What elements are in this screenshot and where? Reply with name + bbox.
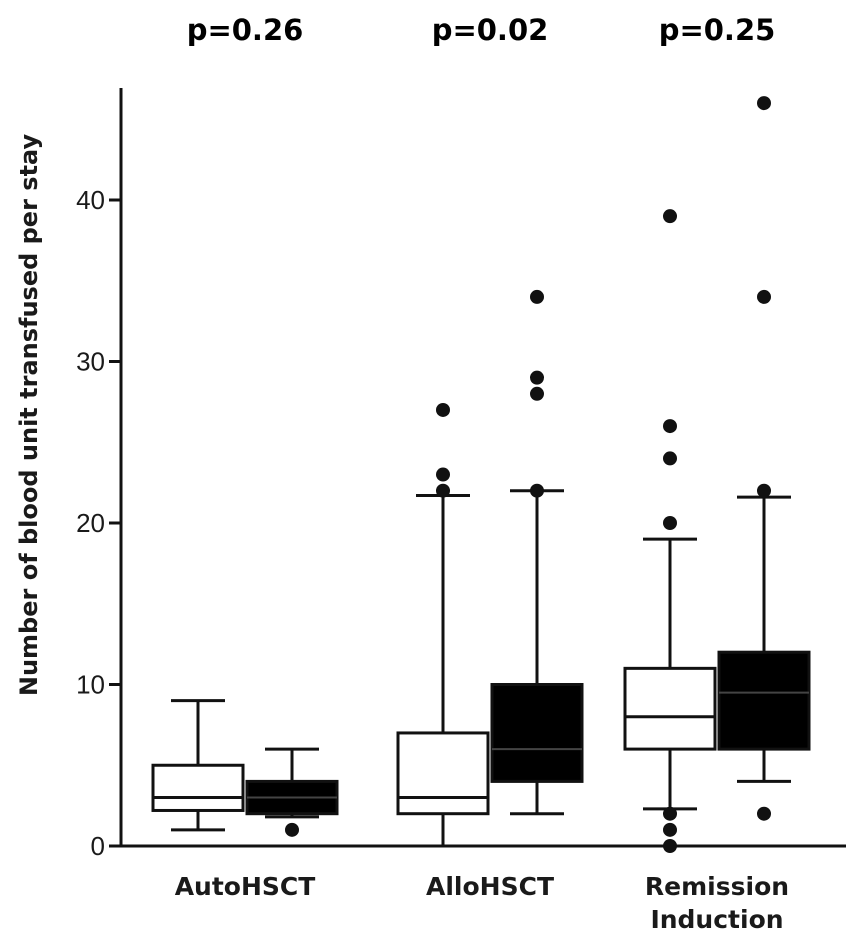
outlier-point (663, 419, 677, 434)
p-value-label: p=0.02 (432, 13, 549, 47)
category-label: Remission (645, 872, 789, 901)
box-white (396, 402, 490, 846)
box-group (151, 699, 339, 837)
outlier-point (530, 483, 544, 498)
y-axis-label: Number of blood unit transfused per stay (15, 134, 43, 697)
outlier-point (436, 483, 450, 498)
outlier-point (530, 289, 544, 304)
box-group (623, 96, 811, 853)
outlier-point (757, 289, 771, 304)
outlier-point (530, 386, 544, 401)
box-iqr (396, 731, 490, 816)
box-groups (151, 96, 811, 853)
outlier-point (663, 209, 677, 224)
p-value-labels: p=0.26 p=0.02 p=0.25 (187, 13, 776, 47)
outlier-point (663, 516, 677, 530)
box-iqr (151, 763, 245, 812)
axes: 0 10 20 30 40 (76, 88, 846, 861)
outlier-point (663, 806, 677, 821)
y-tick-label: 10 (76, 670, 105, 700)
outlier-point (436, 467, 450, 482)
box-iqr (717, 650, 811, 751)
y-tick-label: 0 (91, 831, 105, 861)
p-value-label: p=0.26 (187, 13, 304, 47)
outlier-point (530, 370, 544, 385)
box-group (396, 289, 584, 846)
box-dark (717, 96, 811, 821)
box-dark (490, 289, 584, 816)
y-tick-label: 30 (76, 347, 105, 377)
box-dark (245, 747, 339, 837)
category-labels: AutoHSCT AlloHSCT Remission Induction (175, 872, 789, 934)
outlier-point (663, 839, 677, 853)
box-white (151, 699, 245, 832)
outlier-point (757, 96, 771, 111)
category-label: AutoHSCT (175, 872, 316, 901)
box-iqr (623, 666, 717, 751)
outlier-point (436, 402, 450, 417)
category-label: AlloHSCT (426, 872, 554, 901)
y-tick-label: 40 (76, 185, 105, 215)
y-tick-label: 20 (76, 508, 105, 538)
p-value-label: p=0.25 (659, 13, 776, 47)
outlier-point (663, 822, 677, 837)
category-label: Induction (650, 905, 783, 934)
outlier-point (757, 806, 771, 821)
outlier-point (285, 822, 299, 837)
outlier-point (663, 451, 677, 466)
box-white (623, 209, 717, 853)
box-iqr (490, 683, 584, 783)
outlier-point (757, 483, 771, 498)
